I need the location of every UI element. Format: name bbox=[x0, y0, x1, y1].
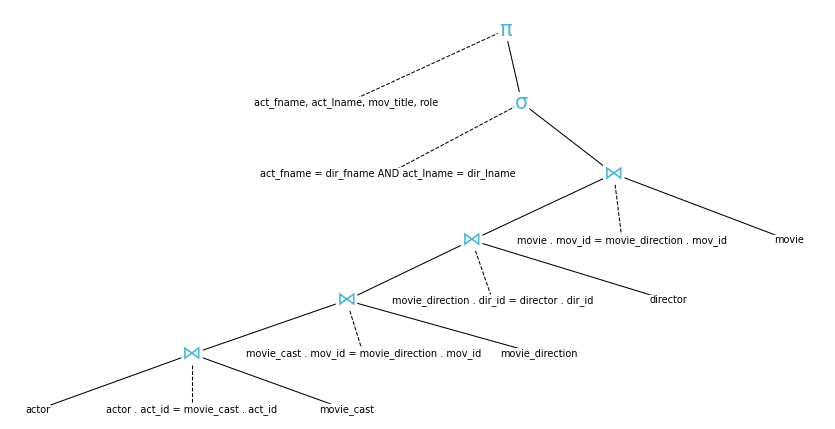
Text: movie_cast . mov_id = movie_direction . mov_id: movie_cast . mov_id = movie_direction . … bbox=[245, 348, 481, 360]
Text: σ: σ bbox=[515, 93, 529, 113]
Text: movie: movie bbox=[774, 235, 804, 245]
Text: act_fname, act_lname, mov_title, role: act_fname, act_lname, mov_title, role bbox=[255, 97, 438, 109]
Text: actor . act_id = movie_cast . act_id: actor . act_id = movie_cast . act_id bbox=[107, 404, 277, 415]
Text: ⋈: ⋈ bbox=[604, 164, 624, 183]
Text: ⋈: ⋈ bbox=[337, 291, 357, 310]
Text: movie_cast: movie_cast bbox=[319, 404, 374, 415]
Text: movie_direction: movie_direction bbox=[500, 348, 577, 360]
Text: ⋈: ⋈ bbox=[462, 231, 482, 250]
Text: act_fname = dir_fname AND act_lname = dir_lname: act_fname = dir_fname AND act_lname = di… bbox=[261, 168, 516, 179]
Text: ⋈: ⋈ bbox=[182, 344, 202, 363]
Text: π: π bbox=[498, 20, 512, 40]
Text: movie . mov_id = movie_direction . mov_id: movie . mov_id = movie_direction . mov_i… bbox=[517, 235, 727, 246]
Text: movie_direction . dir_id = director . dir_id: movie_direction . dir_id = director . di… bbox=[392, 295, 594, 306]
Text: director: director bbox=[649, 295, 687, 305]
Text: actor: actor bbox=[25, 405, 50, 415]
